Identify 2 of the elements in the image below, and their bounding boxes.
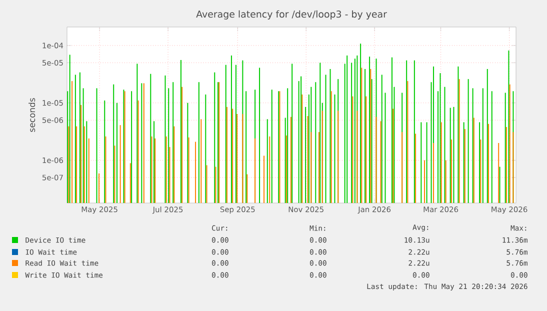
chart-title: Average latency for /dev/loop3 - by year (196, 10, 387, 20)
y-axis-title: seconds (28, 98, 36, 132)
